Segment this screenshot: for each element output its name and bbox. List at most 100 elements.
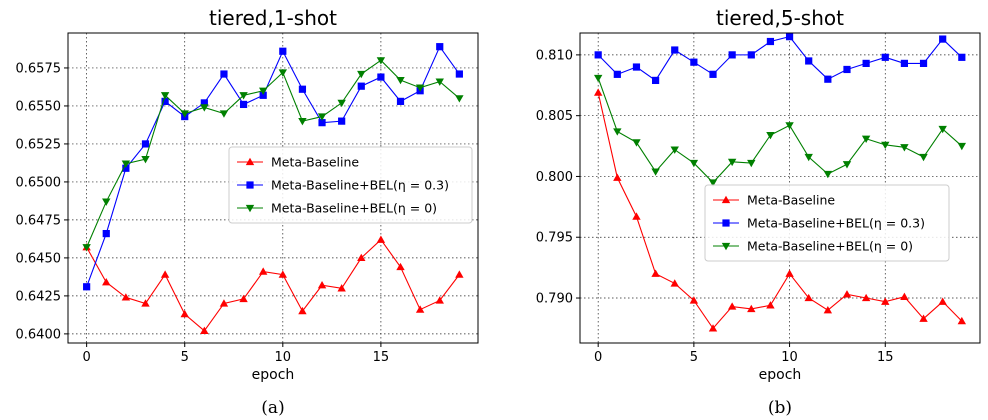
data-point — [239, 294, 248, 303]
legend: Meta-Baseline Meta-Baseline+BEL(η = 0.3) M… — [228, 146, 473, 224]
data-point — [121, 160, 131, 168]
data-point — [842, 290, 852, 298]
y-tick-label: 0.6400 — [16, 327, 62, 342]
data-point — [861, 293, 871, 302]
plot-frame — [67, 32, 479, 344]
data-point — [180, 309, 189, 318]
data-point — [219, 299, 229, 307]
data-point — [708, 324, 718, 332]
x-tick-label: 10 — [275, 350, 292, 365]
data-point — [102, 229, 110, 238]
data-point — [651, 76, 660, 85]
data-point — [82, 244, 91, 252]
data-point — [317, 281, 327, 289]
data-point — [220, 70, 228, 78]
legend-entry: Meta-Baseline — [713, 193, 835, 208]
data-point — [804, 293, 813, 302]
data-point — [843, 65, 851, 74]
data-point — [258, 267, 268, 275]
data-point — [279, 47, 287, 55]
data-point — [727, 158, 737, 167]
data-point — [396, 76, 405, 85]
y-tick-label: 0.6475 — [16, 213, 62, 228]
data-point — [690, 58, 698, 66]
data-point — [396, 97, 405, 105]
data-point — [613, 70, 621, 78]
data-point — [766, 131, 775, 140]
data-point — [357, 253, 366, 262]
data-point — [161, 97, 169, 105]
data-point — [747, 51, 755, 59]
data-point — [455, 270, 464, 278]
x-tick-label: 15 — [373, 350, 390, 365]
legend-label: Meta-Baseline+BEL(η = 0.3) — [747, 216, 925, 231]
x-tick-label: 0 — [594, 350, 602, 365]
data-point — [415, 305, 425, 313]
plot-frame — [579, 32, 981, 344]
data-point — [338, 117, 346, 125]
y-tick-label: 0.805 — [536, 109, 573, 124]
series-2 — [593, 74, 967, 187]
data-point — [259, 91, 267, 99]
legend-label: Meta-Baseline — [271, 155, 359, 170]
series-1 — [594, 33, 966, 85]
legend-label: Meta-Baseline+BEL(η = 0) — [271, 201, 437, 216]
data-point — [747, 159, 756, 168]
data-point — [747, 304, 756, 313]
data-point — [357, 82, 365, 90]
series-line — [597, 77, 963, 184]
data-point — [219, 110, 229, 118]
data-point — [957, 316, 967, 325]
data-point — [785, 269, 794, 277]
data-point — [200, 99, 208, 107]
data-point — [881, 141, 890, 150]
data-point — [298, 85, 307, 93]
data-point — [122, 164, 130, 172]
data-point — [337, 284, 346, 292]
data-point — [298, 306, 307, 315]
data-point — [689, 159, 699, 168]
data-point — [632, 212, 641, 220]
data-point — [728, 51, 736, 59]
legend-marker — [245, 157, 255, 166]
data-point — [141, 299, 150, 307]
data-point — [766, 301, 775, 309]
y-tick-label: 0.6500 — [16, 175, 62, 190]
x-tick-label: 5 — [690, 350, 698, 365]
data-point — [298, 117, 307, 126]
y-tick-label: 0.6525 — [16, 137, 62, 152]
data-point — [376, 57, 386, 65]
series-0 — [593, 88, 967, 332]
data-point — [938, 125, 947, 134]
data-point — [938, 297, 947, 305]
series-0 — [82, 235, 464, 334]
data-point — [436, 43, 444, 51]
x-tick-label: 5 — [181, 350, 189, 365]
legend-label: Meta-Baseline+BEL(η = 0.3) — [271, 178, 449, 193]
data-point — [670, 146, 679, 154]
data-point — [258, 87, 268, 95]
data-point — [671, 46, 679, 54]
data-point — [239, 92, 248, 100]
data-point — [805, 57, 813, 65]
legend-label: Meta-Baseline — [747, 193, 835, 208]
data-point — [900, 59, 909, 67]
data-point — [613, 128, 622, 136]
data-point — [455, 95, 464, 103]
x-axis-label: epoch — [759, 367, 802, 383]
data-point — [141, 155, 150, 164]
series-2 — [82, 57, 464, 252]
data-point — [689, 296, 699, 304]
y-tick-label: 0.795 — [536, 231, 573, 246]
data-point — [377, 73, 385, 81]
chart-title: tiered,1-shot — [209, 6, 337, 30]
legend-entry: Meta-Baseline+BEL(η = 0.3) — [713, 216, 925, 231]
data-point — [594, 51, 602, 59]
data-point — [651, 168, 660, 176]
y-tick-label: 0.790 — [536, 292, 573, 307]
data-point — [632, 139, 641, 147]
series-line — [86, 238, 460, 332]
legend-marker — [246, 181, 254, 189]
chart-tiered-1-shot: tiered,1-shot 0 5 10 15 0.6400 0.6425 0.6450 0.6… — [16, 6, 479, 418]
data-point — [632, 63, 641, 71]
